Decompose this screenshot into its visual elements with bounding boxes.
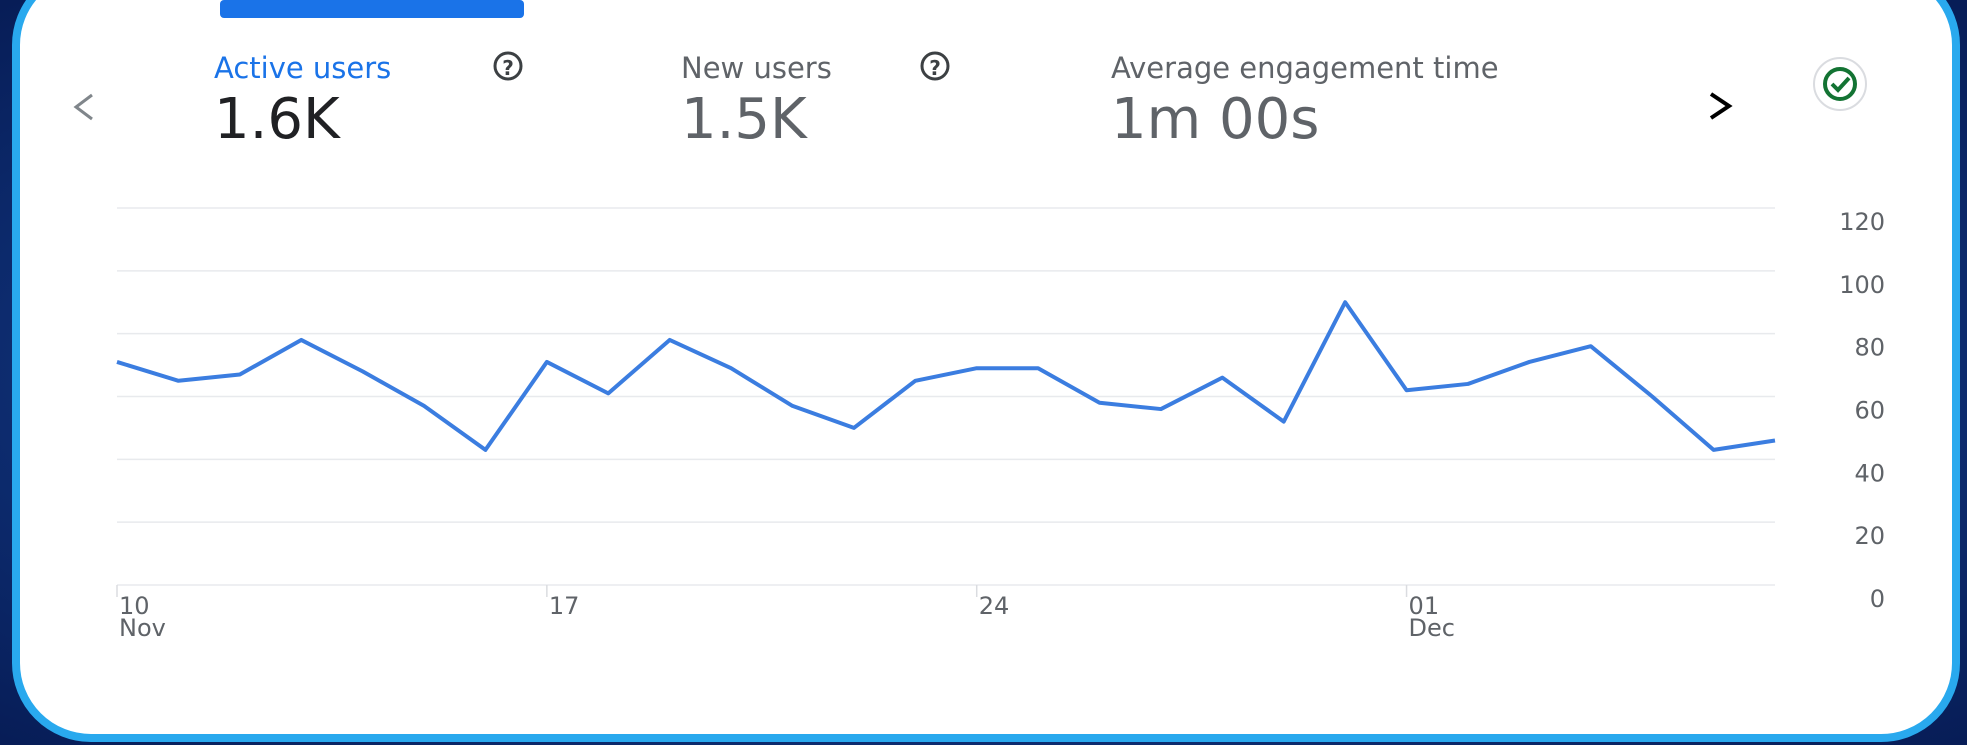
y-tick-label: 0 (1870, 585, 1885, 613)
metric-value: 1.5K (681, 87, 808, 152)
x-tick-label: 24 (979, 592, 1010, 620)
x-month-label: Nov (119, 614, 166, 642)
metric-label[interactable]: New users (681, 51, 832, 85)
metric-clip: Average engagement time (1111, 51, 1499, 85)
line-series (116, 300, 1776, 452)
svg-text:?: ? (929, 56, 941, 80)
y-tick-label: 120 (1839, 208, 1885, 236)
x-tick-label: 17 (549, 592, 580, 620)
next-button[interactable] (1709, 92, 1733, 120)
y-tick-label: 20 (1854, 522, 1885, 550)
y-tick-label: 60 (1854, 397, 1885, 425)
metric-value: 1.6K (214, 87, 341, 152)
metric-label[interactable]: Average engagement time (1111, 51, 1499, 85)
svg-text:?: ? (502, 56, 514, 80)
tab-indicator (220, 0, 524, 18)
help-icon[interactable]: ? (493, 51, 523, 81)
metric-value: 1m 00s (1111, 87, 1319, 152)
y-tick-label: 100 (1839, 271, 1885, 299)
y-tick-label: 80 (1854, 334, 1885, 362)
x-tick-label: 10 (119, 592, 150, 620)
y-tick-label: 40 (1854, 459, 1885, 487)
metric-label[interactable]: Active users (214, 51, 391, 85)
x-month-label: Dec (1409, 614, 1455, 642)
status-icon (1813, 57, 1867, 111)
x-tick-label: 01 (1409, 592, 1440, 620)
help-icon[interactable]: ? (920, 51, 950, 81)
prev-button[interactable] (73, 93, 93, 121)
